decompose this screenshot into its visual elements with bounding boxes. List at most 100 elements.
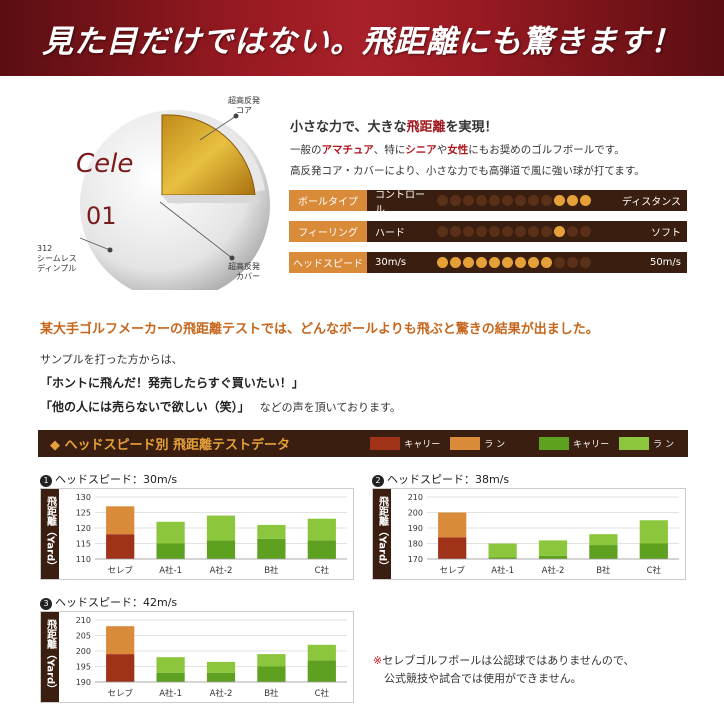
x-category-label: A社-2 — [210, 688, 233, 699]
header-banner: 見た目だけではない。飛距離にも驚きます！ — [0, 0, 724, 76]
bar-run — [106, 626, 135, 655]
scale-dot — [437, 226, 448, 237]
spec-right-label: ディスタンス — [621, 197, 681, 208]
bar-run — [206, 515, 236, 541]
x-category-label: B社 — [264, 688, 279, 699]
scale-dot — [463, 226, 474, 237]
scale-dot — [541, 226, 552, 237]
quote-1: 「ホントに飛んだ！発売したらすぐ買いたい！」 — [40, 376, 304, 390]
scale-dot — [554, 195, 565, 206]
intro-line-1: 一般のアマチュア、特にシニアや女性にもお奨めのゴルフボールです。 — [290, 144, 625, 156]
x-category-label: C社 — [315, 688, 330, 699]
scale-dot — [437, 257, 448, 268]
scale-dot — [515, 257, 526, 268]
bar-run — [438, 512, 467, 538]
x-category-label: セレブ — [107, 565, 133, 576]
ball-logo: Cele — [76, 149, 133, 179]
y-axis-label: 飛距離（Yard） — [41, 612, 59, 702]
bar-carry — [488, 557, 517, 559]
intro-heading: 小さな力で、大きな飛距離を実現！ — [290, 120, 498, 135]
scale-dot — [502, 257, 513, 268]
bar-carry — [257, 538, 286, 559]
x-category-label: B社 — [596, 565, 611, 576]
bar-run — [538, 540, 568, 556]
bar-carry — [106, 654, 135, 682]
bar-carry — [307, 540, 336, 559]
chart-header-bar: ◆ ヘッドスピード別 飛距離テストデータ キャリー ラ ン キャリー ラ ン — [38, 430, 688, 457]
y-axis-label: 飛距離（Yard） — [41, 489, 59, 579]
chart-number-badge: 1 — [40, 475, 52, 487]
legend-label: キャリー — [573, 440, 610, 450]
bar-run — [307, 644, 336, 661]
scale-dot — [567, 226, 578, 237]
scale-dot — [502, 195, 513, 206]
chart-title: 3 ヘッドスピード：42m/s — [40, 594, 177, 610]
y-axis-label: 飛距離（Yard） — [373, 489, 391, 579]
scale-dot — [541, 257, 552, 268]
scale-dot — [528, 257, 539, 268]
scale-dot — [476, 257, 487, 268]
label-cover: 超高反発 カバー — [228, 262, 260, 281]
y-tick-label: 210 — [76, 616, 91, 625]
scale-dot — [463, 257, 474, 268]
y-tick-label: 115 — [76, 540, 91, 549]
scale-dot — [528, 226, 539, 237]
y-tick-label: 200 — [76, 647, 91, 656]
scale-dot — [489, 257, 500, 268]
sample-intro: サンプルを打った方からは、 — [40, 353, 183, 366]
bar-run — [156, 657, 185, 673]
ball-illustration: Cele 01 — [60, 100, 290, 300]
test-result-heading: 某大手ゴルフメーカーの飛距離テストでは、どんなボールよりも飛ぶと驚きの結果が出ま… — [40, 322, 599, 337]
label-core: 超高反発 コア — [228, 96, 260, 115]
scale-dot — [567, 257, 578, 268]
spec-scale — [437, 257, 591, 268]
scale-dot — [476, 226, 487, 237]
y-tick-label: 205 — [76, 632, 91, 641]
spec-row: ヘッドスピード 30m/s 50m/s — [289, 252, 687, 273]
bar-run — [589, 534, 618, 546]
bar-run — [156, 521, 185, 544]
scale-dot — [554, 226, 565, 237]
chart-title: 2 ヘッドスピード：38m/s — [372, 471, 509, 487]
legend-label: キャリー — [404, 440, 441, 450]
y-tick-label: 120 — [76, 524, 91, 533]
chart-frame: 飛距離（Yard） 110 115 120 125 130 セレブ A社-1 A社-2 B社 C社 — [40, 488, 354, 580]
spec-right-label: 50m/s — [649, 257, 681, 268]
bar-run — [257, 524, 286, 539]
spec-scale — [437, 226, 591, 237]
scale-dot — [515, 226, 526, 237]
chart-header-title: ◆ ヘッドスピード別 飛距離テストデータ — [50, 438, 291, 453]
y-tick-label: 125 — [76, 509, 91, 518]
x-category-label: A社-2 — [210, 565, 233, 576]
x-category-label: A社-1 — [491, 565, 514, 576]
bar-run — [106, 506, 135, 535]
note-line-1: ※セレブゴルフボールは公認球ではありませんので、 — [373, 654, 635, 667]
bar-run — [257, 654, 286, 667]
quote-2: 「他の人には売らないで欲しい（笑）」 などの声を頂いております。 — [40, 400, 401, 414]
spec-left-label: コントロール — [375, 189, 425, 216]
scale-dot — [580, 195, 591, 206]
y-tick-label: 195 — [76, 663, 91, 672]
banner-title: 見た目だけではない。飛距離にも驚きます！ — [42, 23, 682, 60]
bar-chart: 170 180 190 200 210 セレブ A社-1 A社-2 B社 C社 — [408, 493, 679, 576]
scale-dot — [437, 195, 448, 206]
bar-run — [206, 661, 236, 673]
scale-dot — [515, 195, 526, 206]
chart-legend: キャリー ラ ン キャリー ラ ン — [370, 437, 688, 450]
chart-number-badge: 3 — [40, 598, 52, 610]
x-category-label: A社-1 — [159, 565, 182, 576]
spec-right-label: ソフト — [651, 228, 681, 239]
bar-carry — [639, 543, 668, 559]
legend-label: ラ ン — [653, 440, 674, 450]
bar-carry — [206, 540, 236, 559]
bar-carry — [156, 672, 185, 682]
chart-title-text: ヘッドスピード：30m/s — [55, 473, 178, 486]
bar-carry — [438, 537, 467, 559]
scale-dot — [476, 195, 487, 206]
scale-dot — [489, 226, 500, 237]
bar-chart: 190 195 200 205 210 セレブ A社-1 A社-2 B社 C社 — [76, 616, 347, 699]
bar-run — [639, 520, 668, 544]
bar-carry — [106, 534, 135, 559]
bar-carry — [257, 666, 286, 682]
chart-title: 1 ヘッドスピード：30m/s — [40, 471, 177, 487]
